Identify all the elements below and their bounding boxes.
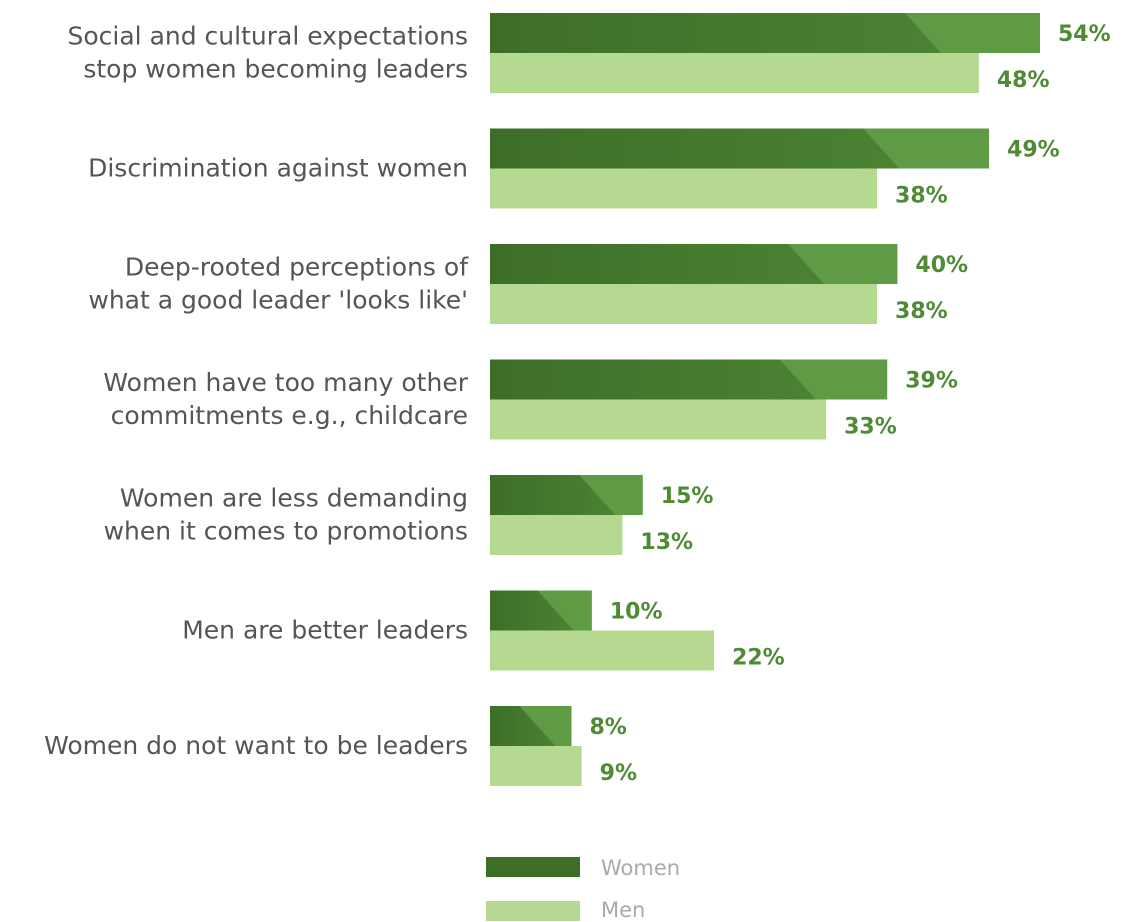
bar-women <box>490 590 592 631</box>
category-label: Women are less demanding when it comes to… <box>104 484 468 546</box>
value-label-women: 8% <box>589 715 626 740</box>
legend-label-men: Men <box>601 898 645 922</box>
bar-men <box>490 399 827 440</box>
value-label-men: 38% <box>895 299 948 324</box>
legend-swatch-men <box>486 901 580 921</box>
value-label-women: 49% <box>1007 138 1060 163</box>
bar-men <box>490 53 979 93</box>
bar-women <box>490 475 643 515</box>
value-label-men: 33% <box>844 415 897 440</box>
value-label-men: 9% <box>600 761 637 786</box>
value-label-women: 15% <box>661 484 714 509</box>
value-label-men: 48% <box>997 68 1050 93</box>
bar-men <box>490 630 715 671</box>
bar-women <box>490 359 888 400</box>
category-label: Women do not want to be leaders <box>44 731 468 760</box>
value-label-men: 38% <box>895 184 948 209</box>
bar-men <box>490 168 878 209</box>
value-label-women: 39% <box>905 369 958 394</box>
category-label: Men are better leaders <box>182 616 468 645</box>
value-label-women: 54% <box>1058 22 1111 47</box>
category-label: Deep-rooted perceptions of what a good le… <box>88 253 469 315</box>
value-label-men: 22% <box>732 646 785 671</box>
category-label: Social and cultural expectations stop wom… <box>68 22 469 84</box>
bar-women <box>490 13 1040 53</box>
bar-women <box>490 244 898 284</box>
bar-women <box>490 706 572 746</box>
value-label-men: 13% <box>640 530 693 555</box>
bar-men <box>490 284 878 324</box>
legend-label-women: Women <box>601 856 680 880</box>
value-label-women: 40% <box>915 253 968 278</box>
bar-men <box>490 746 582 786</box>
category-label: Women have too many other commitments e.g… <box>103 368 468 430</box>
legend: Women Men <box>486 856 680 922</box>
bar-women <box>490 128 990 169</box>
value-label-women: 10% <box>610 600 663 625</box>
category-label: Discrimination against women <box>88 154 468 183</box>
bar-men <box>490 515 623 555</box>
legend-swatch-women <box>486 857 580 877</box>
